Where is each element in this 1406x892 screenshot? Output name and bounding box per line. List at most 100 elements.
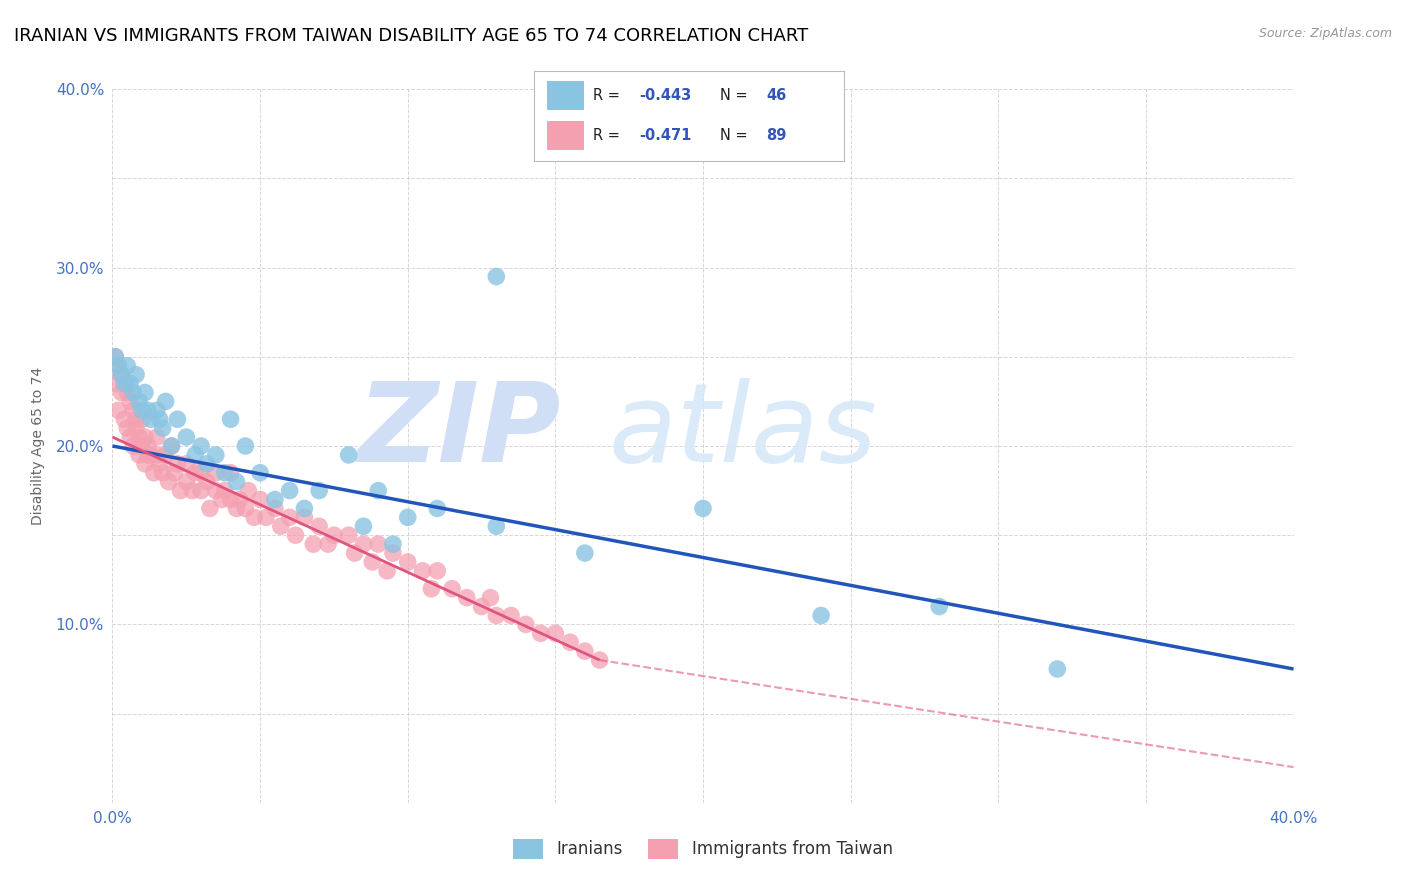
Text: R =: R =: [593, 88, 624, 103]
Point: [367, 537, 389, 551]
Text: N =: N =: [720, 88, 752, 103]
Text: 89: 89: [766, 128, 786, 143]
Point: [110, 385, 132, 400]
Point: [352, 519, 374, 533]
Point: [515, 617, 537, 632]
Point: [411, 564, 433, 578]
Point: [485, 608, 508, 623]
Point: [146, 403, 169, 417]
Point: [125, 421, 148, 435]
Point: [163, 466, 186, 480]
Point: [214, 483, 236, 498]
Point: [264, 492, 287, 507]
Point: [426, 564, 449, 578]
Point: [155, 394, 177, 409]
Point: [426, 501, 449, 516]
Point: [174, 475, 197, 489]
Point: [120, 430, 142, 444]
Y-axis label: Disability Age 65 to 74: Disability Age 65 to 74: [31, 367, 45, 525]
Point: [152, 466, 174, 480]
Point: [139, 412, 162, 426]
Point: [233, 501, 256, 516]
Point: [529, 626, 551, 640]
Point: [485, 519, 508, 533]
Point: [174, 430, 197, 444]
Point: [134, 457, 156, 471]
Point: [211, 492, 233, 507]
Point: [352, 537, 374, 551]
Point: [278, 510, 301, 524]
Point: [323, 528, 346, 542]
Point: [270, 519, 292, 533]
Point: [166, 412, 188, 426]
Point: [107, 403, 129, 417]
Point: [367, 483, 389, 498]
Point: [139, 448, 162, 462]
Point: [125, 412, 148, 426]
Point: [160, 439, 183, 453]
Point: [219, 466, 242, 480]
Point: [149, 412, 172, 426]
Point: [134, 430, 156, 444]
Point: [249, 492, 271, 507]
Point: [337, 528, 360, 542]
Point: [128, 430, 150, 444]
Point: [190, 466, 212, 480]
Point: [146, 448, 169, 462]
Point: [131, 403, 153, 417]
Point: [195, 475, 218, 489]
Point: [110, 368, 132, 382]
Point: [302, 537, 325, 551]
Point: [184, 448, 207, 462]
Point: [136, 448, 159, 462]
Point: [396, 510, 419, 524]
Point: [470, 599, 494, 614]
Point: [128, 448, 150, 462]
Point: [205, 466, 228, 480]
Point: [131, 412, 153, 426]
Point: [205, 483, 228, 498]
Point: [117, 359, 138, 373]
Point: [574, 546, 596, 560]
Point: [112, 412, 135, 426]
Point: [238, 483, 260, 498]
Point: [198, 501, 221, 516]
Point: [292, 510, 315, 524]
Point: [142, 466, 165, 480]
Point: [117, 421, 138, 435]
Point: [169, 483, 191, 498]
Point: [117, 385, 138, 400]
Point: [104, 350, 127, 364]
Point: [928, 599, 950, 614]
Point: [152, 421, 174, 435]
Point: [225, 501, 247, 516]
Point: [588, 653, 610, 667]
Point: [249, 466, 271, 480]
Point: [382, 537, 405, 551]
Point: [375, 564, 398, 578]
Text: IRANIAN VS IMMIGRANTS FROM TAIWAN DISABILITY AGE 65 TO 74 CORRELATION CHART: IRANIAN VS IMMIGRANTS FROM TAIWAN DISABI…: [14, 27, 808, 45]
Text: ZIP: ZIP: [357, 378, 561, 485]
Point: [122, 385, 145, 400]
Point: [316, 537, 339, 551]
Point: [181, 483, 204, 498]
Point: [174, 457, 197, 471]
Point: [160, 439, 183, 453]
Point: [104, 350, 127, 364]
Point: [284, 528, 307, 542]
Point: [166, 457, 188, 471]
Point: [254, 510, 277, 524]
Point: [112, 376, 135, 391]
Point: [1046, 662, 1069, 676]
Point: [195, 457, 218, 471]
Point: [219, 492, 242, 507]
Point: [104, 376, 127, 391]
Point: [337, 448, 360, 462]
Point: [233, 439, 256, 453]
Text: Source: ZipAtlas.com: Source: ZipAtlas.com: [1258, 27, 1392, 40]
Point: [361, 555, 384, 569]
Point: [544, 626, 567, 640]
Point: [134, 385, 156, 400]
Point: [501, 608, 523, 623]
Point: [225, 475, 247, 489]
